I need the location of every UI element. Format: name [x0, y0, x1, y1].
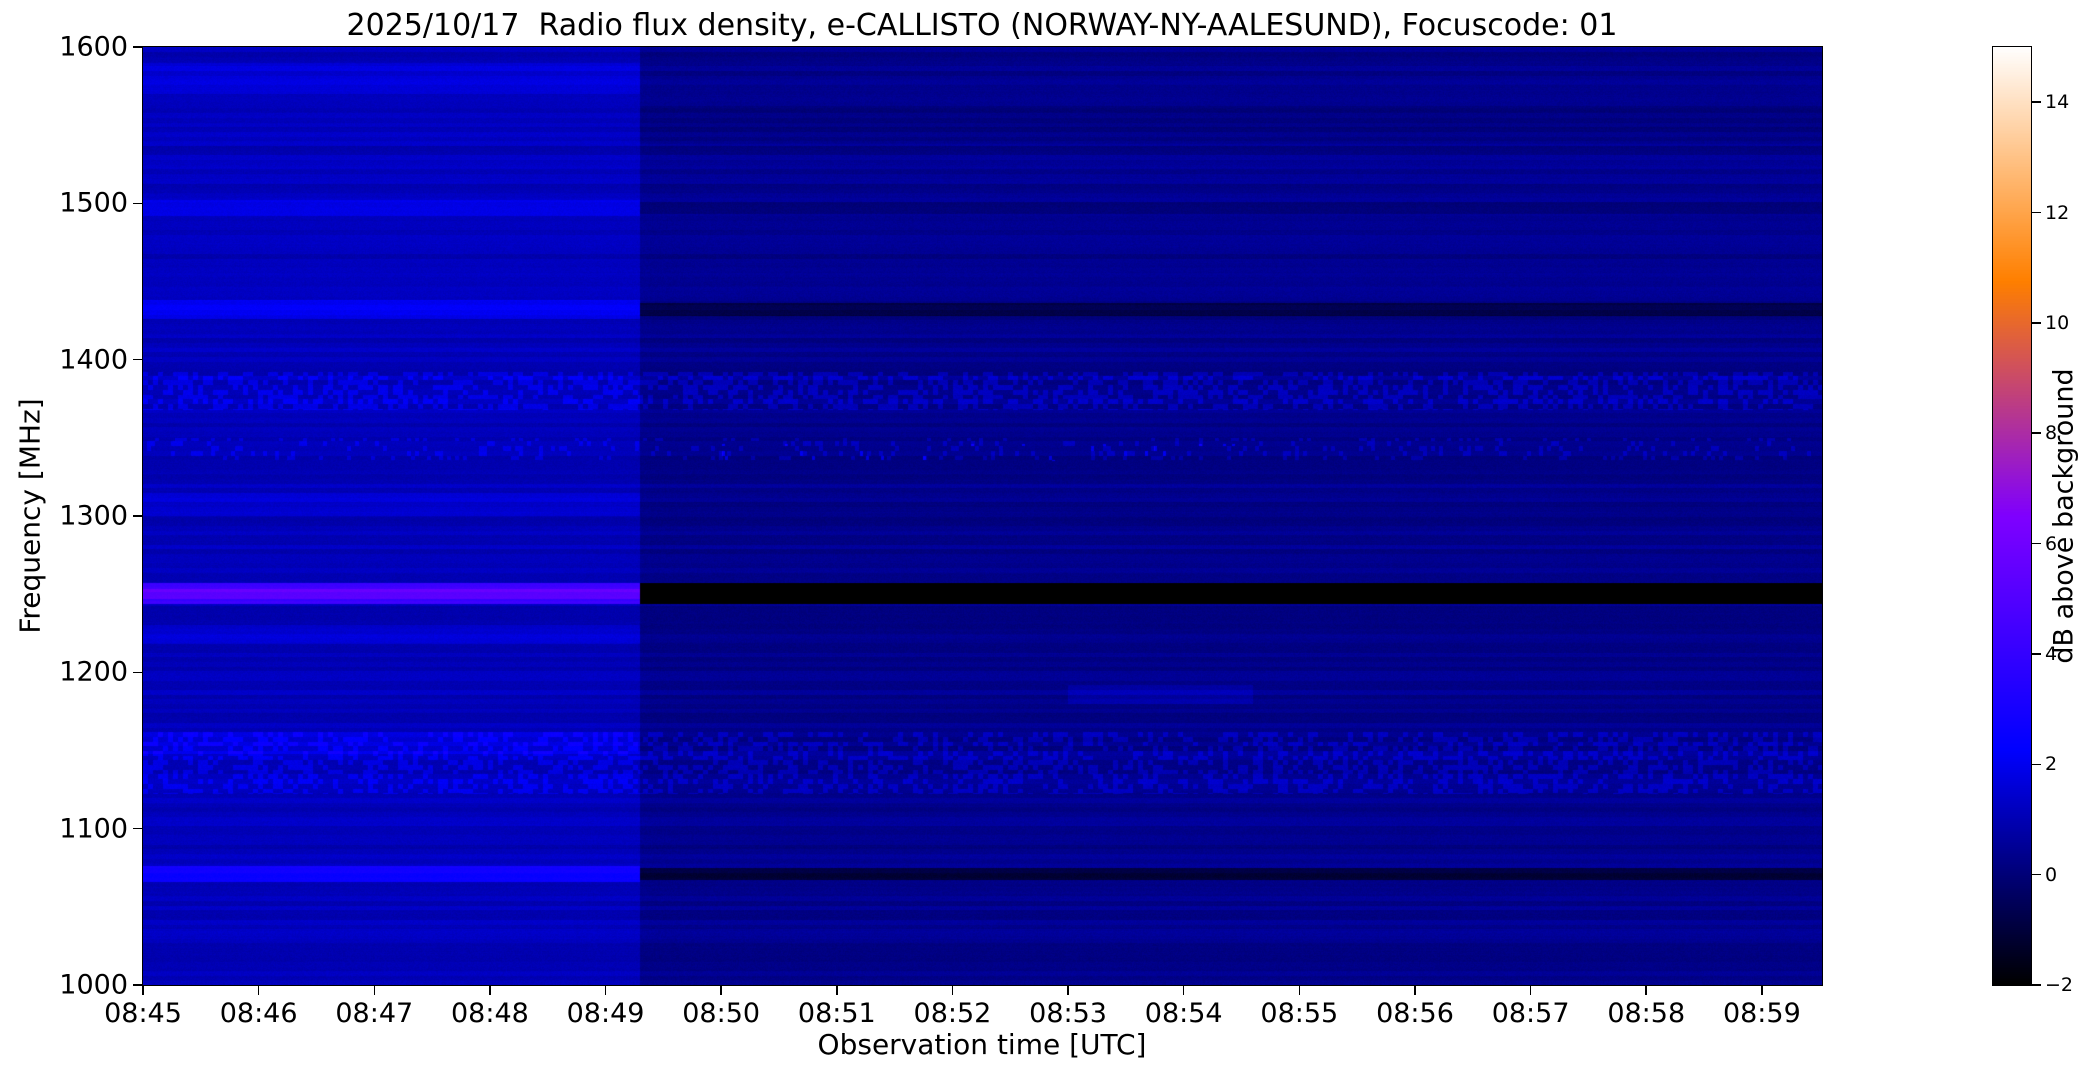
y-tick-mark [133, 515, 142, 517]
spectrogram-canvas [143, 47, 1822, 985]
x-tick-mark [720, 986, 722, 995]
plot-frame [142, 46, 1823, 986]
y-tick-mark [133, 827, 142, 830]
x-tick-label: 08:57 [1491, 998, 1570, 1029]
x-tick-mark [1761, 986, 1763, 995]
y-tick-mark [133, 984, 142, 986]
x-tick-mark [951, 986, 954, 995]
x-tick-mark [257, 986, 260, 995]
x-tick-label: 08:52 [913, 998, 992, 1029]
x-tick-mark [604, 986, 607, 995]
colorbar-tick-label: 0 [2045, 863, 2058, 886]
x-tick-mark [1182, 986, 1185, 995]
x-tick-label: 08:58 [1607, 998, 1686, 1029]
x-tick-mark [373, 986, 376, 995]
x-tick-label: 08:45 [104, 998, 182, 1029]
y-tick-mark [133, 46, 142, 48]
colorbar-tick-label: 4 [2045, 642, 2058, 665]
y-tick-label: 1500 [59, 187, 128, 219]
colorbar-tick-mark [2032, 322, 2041, 324]
colorbar-canvas [1993, 47, 2031, 985]
colorbar-tick-mark [2032, 763, 2041, 766]
colorbar-label: dB above background [2048, 368, 2080, 664]
colorbar-tick-label: 14 [2045, 91, 2070, 114]
x-axis-label: Observation time [UTC] [817, 1028, 1147, 1061]
x-tick-label: 08:50 [682, 998, 761, 1029]
colorbar-tick-mark [2032, 873, 2041, 876]
x-tick-label: 08:56 [1376, 998, 1454, 1029]
colorbar-tick-mark [2032, 432, 2041, 434]
x-tick-mark [1067, 986, 1069, 995]
y-tick-label: 1100 [59, 813, 128, 845]
x-tick-label: 08:51 [797, 998, 876, 1029]
x-tick-label: 08:54 [1144, 998, 1223, 1029]
colorbar-tick-label: 6 [2045, 532, 2058, 555]
y-tick-label: 1400 [59, 344, 128, 376]
x-tick-mark [1645, 986, 1647, 995]
y-tick-mark [133, 671, 142, 674]
x-tick-mark [836, 986, 838, 995]
colorbar-tick-label: 10 [2045, 311, 2070, 334]
y-tick-label: 1000 [59, 969, 128, 1001]
x-tick-label: 08:48 [450, 998, 529, 1029]
colorbar-frame [1992, 46, 2032, 986]
x-tick-label: 08:47 [335, 998, 414, 1029]
x-tick-label: 08:46 [219, 998, 298, 1029]
colorbar-tick-mark [2032, 542, 2041, 545]
colorbar-tick-mark [2032, 211, 2041, 214]
colorbar-tick-mark [2032, 101, 2041, 103]
colorbar-tick-label: 12 [2045, 201, 2070, 224]
x-tick-mark [1414, 986, 1416, 995]
x-tick-label: 08:59 [1722, 998, 1801, 1029]
y-tick-mark [133, 202, 142, 205]
y-tick-label: 1600 [59, 31, 128, 63]
x-tick-label: 08:53 [1029, 998, 1107, 1029]
colorbar-tick-mark [2032, 984, 2041, 986]
x-tick-label: 08:55 [1260, 998, 1339, 1029]
x-tick-mark [1298, 986, 1301, 995]
y-tick-label: 1200 [59, 656, 128, 688]
x-tick-mark [142, 986, 144, 995]
y-tick-label: 1300 [59, 500, 128, 532]
x-tick-mark [489, 986, 491, 995]
colorbar-tick-mark [2032, 653, 2041, 655]
colorbar-tick-label: 8 [2045, 422, 2058, 445]
colorbar-tick-label: 2 [2045, 753, 2058, 776]
y-tick-mark [133, 358, 142, 361]
chart-title: 2025/10/17 Radio flux density, e-CALLIST… [346, 8, 1618, 43]
x-tick-mark [1529, 986, 1532, 995]
colorbar-tick-label: −2 [2045, 974, 2074, 996]
x-tick-label: 08:49 [566, 998, 645, 1029]
